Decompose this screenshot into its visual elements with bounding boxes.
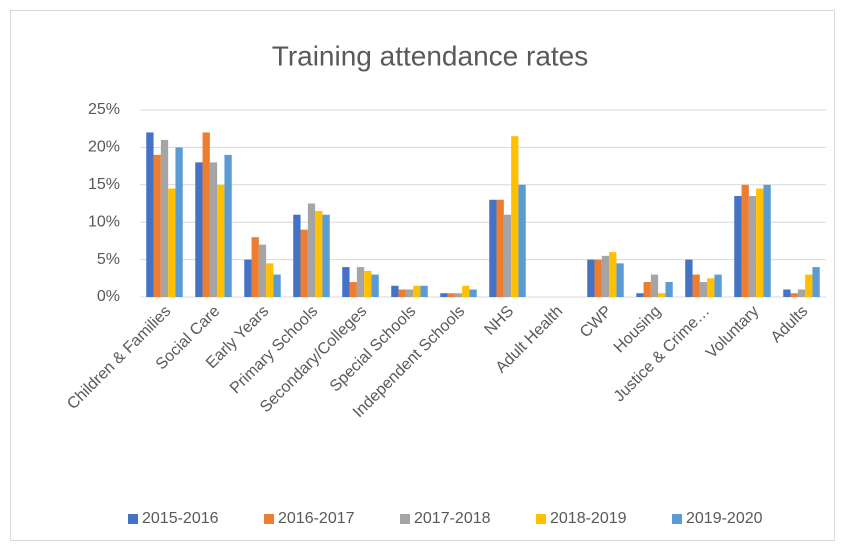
bar — [748, 196, 757, 297]
bar — [812, 267, 820, 297]
bar — [805, 274, 813, 297]
bar — [168, 188, 176, 297]
legend-label: 2015-2016 — [142, 510, 219, 527]
bar — [616, 263, 624, 297]
bar — [153, 154, 161, 297]
bar — [391, 285, 399, 297]
bar — [364, 270, 372, 297]
y-tick-label: 15% — [88, 176, 120, 193]
bar — [741, 184, 749, 297]
bar — [763, 184, 771, 297]
bar — [790, 293, 798, 297]
bar — [202, 132, 210, 297]
bar — [643, 282, 651, 297]
bar — [356, 267, 365, 297]
bar — [405, 289, 414, 297]
bar — [342, 267, 350, 297]
bar — [258, 244, 267, 297]
bar — [692, 274, 700, 297]
bar — [707, 278, 715, 297]
bar — [496, 199, 504, 297]
bar — [756, 188, 764, 297]
bar — [783, 289, 791, 297]
bar — [454, 293, 463, 297]
bar — [195, 162, 203, 297]
bar — [420, 285, 428, 297]
bar — [503, 214, 512, 297]
bar — [511, 136, 519, 297]
bar — [734, 196, 742, 297]
bar — [349, 282, 357, 297]
bar — [224, 154, 232, 297]
bar — [797, 289, 806, 297]
bar — [447, 293, 455, 297]
bar — [658, 293, 666, 297]
chart-title: Training attendance rates — [272, 40, 589, 71]
bar — [322, 214, 330, 297]
bar — [489, 199, 497, 297]
bar — [300, 229, 308, 297]
bar — [650, 274, 659, 297]
legend-swatch — [672, 514, 682, 524]
bar — [665, 282, 673, 297]
bar — [587, 259, 595, 297]
legend-label: 2016-2017 — [278, 510, 355, 527]
bar — [217, 184, 225, 297]
legend-label: 2017-2018 — [414, 510, 491, 527]
bar — [699, 282, 708, 297]
bar — [293, 214, 301, 297]
bar — [601, 255, 610, 297]
y-tick-label: 0% — [97, 288, 120, 305]
y-tick-label: 20% — [88, 139, 120, 156]
bar — [209, 162, 218, 297]
bar — [636, 293, 644, 297]
bar — [440, 293, 448, 297]
bar — [315, 210, 323, 297]
bar — [413, 285, 421, 297]
bar — [160, 139, 169, 297]
bar — [371, 274, 379, 297]
legend-swatch — [264, 514, 274, 524]
bar — [518, 184, 526, 297]
bar — [594, 259, 602, 297]
bar — [146, 132, 154, 297]
y-tick-label: 25% — [88, 101, 120, 118]
bar — [244, 259, 252, 297]
bar — [685, 259, 693, 297]
legend-label: 2018-2019 — [550, 510, 627, 527]
bar — [462, 285, 470, 297]
bar — [175, 147, 183, 297]
bar — [266, 263, 274, 297]
y-tick-label: 10% — [88, 213, 120, 230]
legend-label: 2019-2020 — [686, 510, 763, 527]
legend-swatch — [128, 514, 138, 524]
bar — [714, 274, 722, 297]
legend-swatch — [536, 514, 546, 524]
chart-border — [10, 10, 835, 541]
legend-swatch — [400, 514, 410, 524]
bar — [273, 274, 281, 297]
bar — [609, 252, 617, 297]
y-tick-label: 5% — [97, 251, 120, 268]
bar — [251, 237, 259, 297]
bar — [469, 289, 477, 297]
bar — [307, 203, 316, 297]
bar — [398, 289, 406, 297]
